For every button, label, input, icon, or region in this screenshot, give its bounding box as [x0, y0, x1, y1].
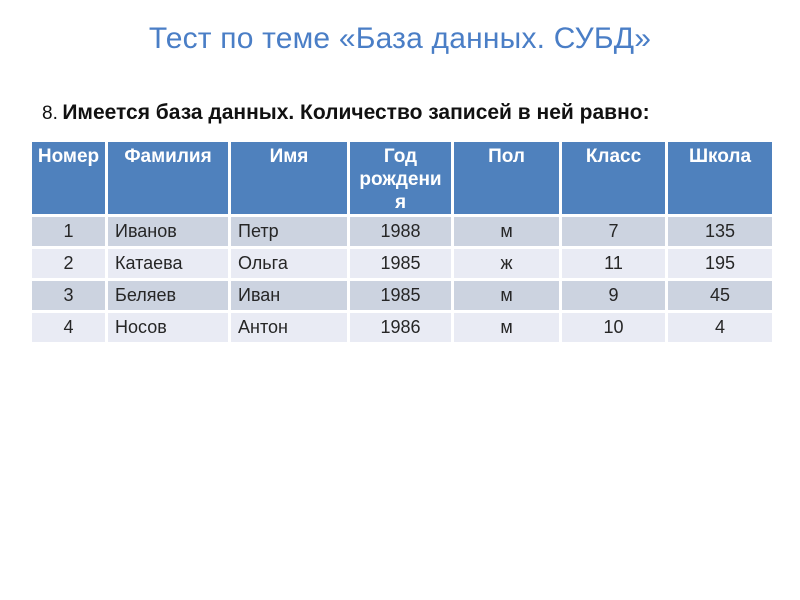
database-table: Номер Фамилия Имя Год рождения Пол Класс… — [29, 138, 775, 346]
table-row: 1 Иванов Петр 1988 м 7 135 — [29, 214, 775, 250]
slide-title: Тест по теме «База данных. СУБД» — [148, 22, 652, 55]
cell-birth-year: 1986 — [347, 310, 454, 346]
cell-school: 4 — [665, 310, 775, 346]
cell-surname: Беляев — [105, 278, 231, 314]
table-row: 3 Беляев Иван 1985 м 9 45 — [29, 278, 775, 314]
cell-surname: Носов — [105, 310, 231, 346]
cell-number: 2 — [29, 246, 108, 282]
cell-class: 11 — [559, 246, 668, 282]
column-header-number: Номер — [29, 138, 108, 218]
question-line: 8. Имеется база данных. Количество запис… — [42, 101, 650, 125]
cell-birth-year: 1988 — [347, 214, 454, 250]
table-row: 4 Носов Антон 1986 м 10 4 — [29, 310, 775, 346]
cell-number: 3 — [29, 278, 108, 314]
cell-birth-year: 1985 — [347, 278, 454, 314]
cell-class: 7 — [559, 214, 668, 250]
cell-name: Петр — [228, 214, 350, 250]
column-header-sex: Пол — [451, 138, 562, 218]
column-header-name: Имя — [228, 138, 350, 218]
cell-school: 195 — [665, 246, 775, 282]
table-body: 1 Иванов Петр 1988 м 7 135 2 Катаева Оль… — [29, 214, 775, 346]
table-row: 2 Катаева Ольга 1985 ж 11 195 — [29, 246, 775, 282]
cell-sex: ж — [451, 246, 562, 282]
cell-sex: м — [451, 214, 562, 250]
cell-school: 135 — [665, 214, 775, 250]
cell-name: Иван — [228, 278, 350, 314]
table-header: Номер Фамилия Имя Год рождения Пол Класс… — [29, 138, 775, 218]
cell-class: 9 — [559, 278, 668, 314]
cell-number: 4 — [29, 310, 108, 346]
question-text: Имеется база данных. Количество записей … — [62, 101, 650, 124]
cell-name: Ольга — [228, 246, 350, 282]
cell-school: 45 — [665, 278, 775, 314]
column-header-birth-year: Год рождения — [347, 138, 454, 218]
cell-number: 1 — [29, 214, 108, 250]
cell-class: 10 — [559, 310, 668, 346]
column-header-school: Школа — [665, 138, 775, 218]
table-header-row: Номер Фамилия Имя Год рождения Пол Класс… — [29, 138, 775, 218]
column-header-surname: Фамилия — [105, 138, 231, 218]
column-header-class: Класс — [559, 138, 668, 218]
cell-sex: м — [451, 310, 562, 346]
cell-birth-year: 1985 — [347, 246, 454, 282]
cell-sex: м — [451, 278, 562, 314]
cell-surname: Иванов — [105, 214, 231, 250]
cell-name: Антон — [228, 310, 350, 346]
cell-surname: Катаева — [105, 246, 231, 282]
question-number: 8. — [42, 103, 58, 124]
